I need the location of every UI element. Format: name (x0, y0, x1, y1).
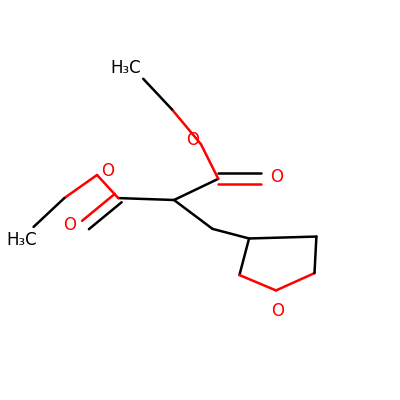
Text: O: O (272, 302, 284, 320)
Text: H₃C: H₃C (111, 59, 141, 77)
Text: O: O (270, 168, 283, 186)
Text: H₃C: H₃C (7, 231, 37, 249)
Text: O: O (101, 162, 114, 180)
Text: O: O (186, 131, 199, 149)
Text: O: O (63, 216, 76, 234)
